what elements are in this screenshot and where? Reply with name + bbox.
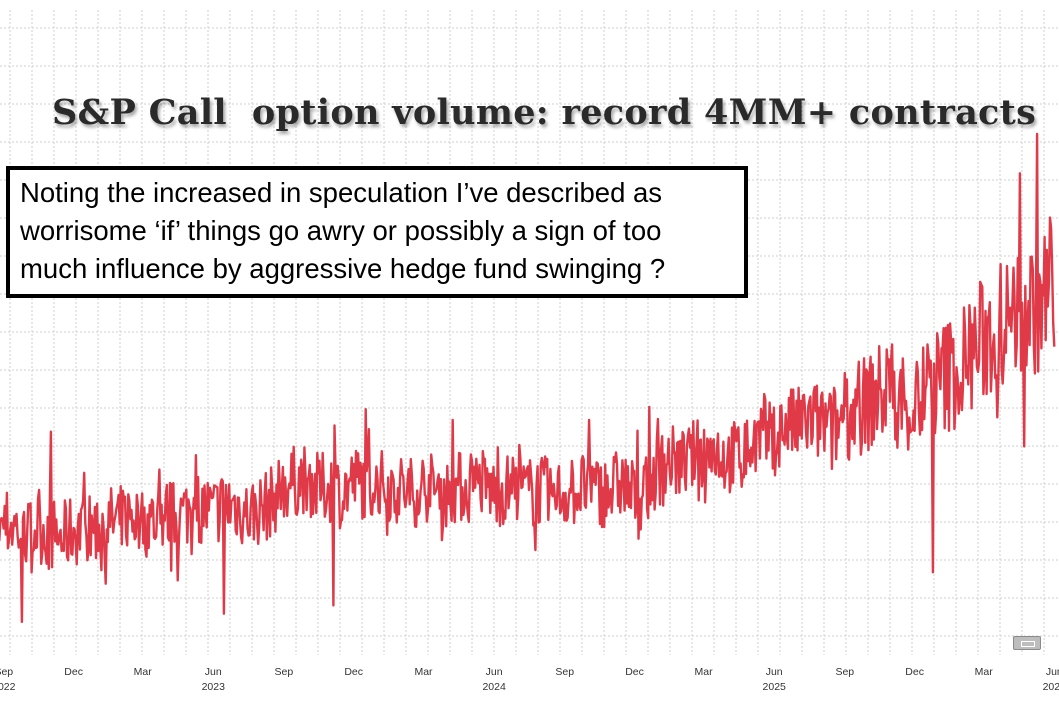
x-tick-label: Dec [905,666,924,678]
x-tick-label: Dec [625,666,644,678]
x-tick-label: Jun [766,666,783,678]
x-tick-label: Jun [1046,666,1059,678]
x-tick-label: Mar [134,666,153,678]
x-tick-label: Mar [975,666,994,678]
x-tick-label: Sep [835,666,854,678]
series-line [0,132,1056,624]
x-year-label: 2023 [202,681,226,693]
x-year-label: 2022 [0,681,16,693]
x-tick-label: Jun [205,666,222,678]
image-placeholder-icon[interactable] [1013,636,1041,650]
annotation-line-1: Noting the increased in speculation I’ve… [20,177,663,208]
annotation-line-3: much influence by aggressive hedge fund … [20,253,666,284]
x-year-label: 2025 [763,681,787,693]
x-tick-label: Sep [555,666,574,678]
x-tick-label: Dec [64,666,83,678]
x-tick-label: Jun [486,666,503,678]
annotation-line-2: worrisome ‘if’ things go awry or possibl… [20,215,662,246]
x-year-label: 2026 [1043,681,1059,693]
x-tick-label: Dec [344,666,363,678]
x-tick-label: Sep [0,666,13,678]
x-tick-label: Sep [275,666,294,678]
annotation-box: Noting the increased in speculation I’ve… [6,166,748,298]
x-year-label: 2024 [482,681,506,693]
x-tick-label: Mar [695,666,714,678]
x-tick-label: Mar [414,666,433,678]
chart-title: S&P Call option volume: record 4MM+ cont… [52,92,1037,133]
